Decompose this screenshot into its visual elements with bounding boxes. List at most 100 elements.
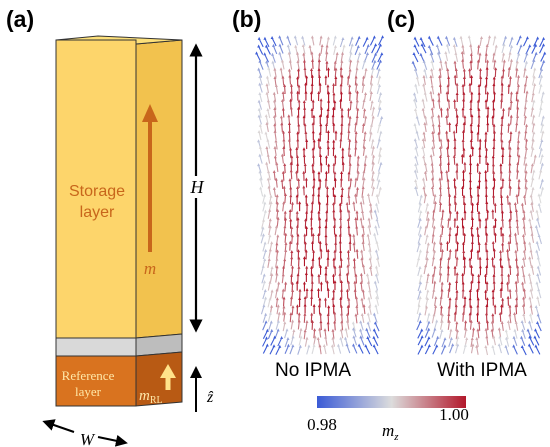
field-arrow: [375, 297, 380, 306]
field-arrowhead: [523, 194, 527, 198]
field-arrowhead: [492, 137, 496, 141]
field-arrowhead: [275, 161, 279, 165]
field-arrow: [498, 329, 502, 338]
field-arrowhead: [319, 98, 323, 102]
field-arrowhead: [419, 194, 423, 198]
field-arrowhead: [486, 122, 490, 126]
field-arrowhead: [349, 51, 353, 55]
field-arrowhead: [425, 257, 429, 261]
field-arrowhead: [365, 273, 369, 277]
field-arrowhead: [340, 279, 344, 283]
field-arrowhead: [263, 193, 267, 197]
field-arrow: [369, 291, 372, 300]
field-arrowhead: [355, 115, 359, 119]
field-arrow: [355, 69, 358, 78]
field-arrowhead: [430, 59, 434, 63]
field-arrowhead: [462, 177, 466, 181]
field-arrow: [264, 54, 269, 63]
field-arrowhead: [485, 43, 489, 47]
field-arrowhead: [500, 122, 504, 126]
field-arrowhead: [372, 106, 376, 110]
field-arrowhead: [523, 155, 527, 159]
field-arrow: [303, 314, 306, 323]
field-arrow: [289, 345, 294, 355]
field-arrowhead: [462, 68, 466, 72]
field-arrowhead: [426, 297, 430, 301]
field-arrowhead: [290, 249, 294, 253]
field-arrowhead: [319, 248, 323, 252]
field-arrowhead: [485, 312, 489, 316]
field-arrow: [523, 275, 526, 284]
field-arrowhead: [522, 296, 526, 300]
field-arrowhead: [477, 123, 481, 127]
field-arrowhead: [502, 52, 506, 56]
field-arrowhead: [326, 321, 330, 325]
field-arrowhead: [508, 288, 512, 292]
field-arrowhead: [413, 169, 417, 173]
field-arrowhead: [319, 312, 323, 316]
field-arrowhead: [274, 84, 278, 88]
field-arrowhead: [275, 288, 279, 292]
field-arrowhead: [429, 52, 433, 56]
field-arrowhead: [468, 179, 472, 183]
field-arrow: [455, 323, 458, 332]
field-arrowhead: [361, 289, 365, 293]
field-arrow: [349, 45, 353, 54]
field-arrowhead: [304, 82, 308, 86]
field-arrowhead: [472, 327, 476, 331]
field-arrowhead: [476, 288, 480, 292]
field-arrow: [289, 242, 291, 251]
field-arrowhead: [361, 264, 365, 268]
field-arrowhead: [288, 240, 292, 244]
field-arrow: [368, 226, 372, 235]
field-arrow: [516, 76, 520, 85]
field-arrowhead: [525, 146, 529, 150]
field-arrow: [355, 315, 358, 324]
field-arrowhead: [438, 154, 442, 158]
field-arrow: [476, 346, 479, 355]
field-arrowhead: [287, 114, 291, 118]
field-arrow: [417, 267, 421, 277]
field-arrow: [275, 141, 278, 150]
field-arrow: [275, 244, 278, 253]
vector-field-with-ipma: [411, 35, 547, 356]
reference-magnetization-arrow-head: [160, 364, 176, 378]
field-arrowhead: [284, 241, 288, 245]
field-arrowhead: [317, 171, 321, 175]
field-arrowhead: [440, 281, 444, 285]
field-arrowhead: [269, 201, 273, 205]
field-arrowhead: [297, 99, 301, 103]
field-arrow: [533, 38, 539, 47]
field-arrow: [259, 147, 263, 156]
field-arrowhead: [531, 146, 535, 150]
field-arrowhead: [264, 296, 268, 300]
field-arrow: [378, 163, 382, 172]
field-arrow: [528, 322, 533, 331]
field-arrowhead: [347, 297, 351, 301]
field-arrowhead: [478, 170, 482, 174]
field-arrow: [267, 140, 271, 149]
field-arrow: [373, 337, 379, 347]
field-arrow: [538, 195, 542, 204]
field-arrow: [298, 337, 302, 346]
field-arrow: [531, 77, 535, 86]
field-arrowhead: [273, 67, 277, 71]
field-arrow: [283, 187, 286, 196]
field-arrowhead: [324, 155, 328, 159]
field-arrowhead: [517, 52, 521, 56]
field-arrowhead: [501, 217, 505, 221]
field-arrow: [360, 337, 365, 346]
field-arrowhead: [305, 336, 309, 340]
field-arrowhead: [368, 289, 372, 293]
field-arrowhead: [476, 59, 480, 63]
field-arrowhead: [484, 241, 488, 245]
field-arrow: [354, 148, 357, 157]
field-arrowhead: [525, 186, 529, 190]
field-arrowhead: [420, 335, 424, 339]
field-arrow: [337, 345, 342, 354]
field-arrow: [358, 345, 364, 354]
field-arrow: [492, 54, 495, 63]
field-arrow: [424, 337, 430, 347]
field-arrow: [347, 266, 350, 275]
field-arrowhead: [354, 130, 358, 134]
